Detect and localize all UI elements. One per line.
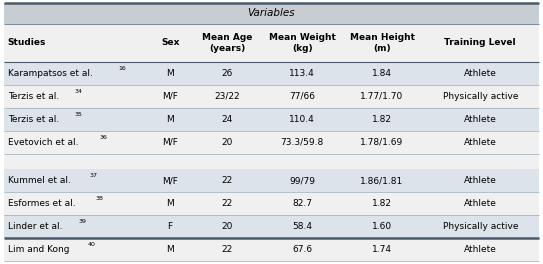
Text: 1.77/1.70: 1.77/1.70 (361, 92, 403, 101)
Text: 22: 22 (222, 199, 232, 208)
Text: 36: 36 (100, 135, 108, 140)
Text: M/F: M/F (162, 176, 178, 185)
Text: M: M (166, 115, 174, 124)
Text: 99/79: 99/79 (289, 176, 315, 185)
Text: 35: 35 (75, 112, 83, 117)
Text: 77/66: 77/66 (289, 92, 315, 101)
Text: 16: 16 (118, 66, 126, 71)
Text: 23/22: 23/22 (214, 92, 240, 101)
Text: 34: 34 (75, 89, 83, 94)
Text: 1.82: 1.82 (372, 115, 392, 124)
Text: Linder et al.: Linder et al. (8, 222, 62, 231)
Text: 26: 26 (222, 69, 232, 78)
Text: Lim and Kong: Lim and Kong (8, 245, 69, 254)
Bar (4, 62, 539, 85)
Bar (4, 238, 539, 261)
Text: Athlete: Athlete (464, 69, 497, 78)
Text: M: M (166, 69, 174, 78)
Text: Esformes et al.: Esformes et al. (8, 199, 75, 208)
Text: Studies: Studies (8, 38, 46, 48)
Text: 1.84: 1.84 (372, 69, 392, 78)
Text: Variables: Variables (248, 8, 295, 18)
Text: Athlete: Athlete (464, 245, 497, 254)
Text: 22: 22 (222, 176, 232, 185)
Text: Physically active: Physically active (443, 92, 518, 101)
Text: Terzis et al.: Terzis et al. (8, 115, 59, 124)
Text: 73.3/59.8: 73.3/59.8 (281, 138, 324, 147)
Text: 1.82: 1.82 (372, 199, 392, 208)
Bar (4, 85, 539, 108)
Text: M/F: M/F (162, 138, 178, 147)
Text: 1.60: 1.60 (372, 222, 392, 231)
Text: 82.7: 82.7 (292, 199, 312, 208)
Text: Mean Age
(years): Mean Age (years) (202, 33, 252, 53)
Text: 1.78/1.69: 1.78/1.69 (361, 138, 403, 147)
Text: Kummel et al.: Kummel et al. (8, 176, 71, 185)
Text: Mean Height
(m): Mean Height (m) (350, 33, 414, 53)
Text: Karampatsos et al.: Karampatsos et al. (8, 69, 92, 78)
Text: Physically active: Physically active (443, 222, 518, 231)
Text: Evetovich et al.: Evetovich et al. (8, 138, 78, 147)
Bar (4, 131, 539, 154)
Text: 1.86/1.81: 1.86/1.81 (361, 176, 403, 185)
Text: M/F: M/F (162, 92, 178, 101)
Text: Sex: Sex (161, 38, 179, 48)
Bar (4, 108, 539, 131)
Text: 20: 20 (222, 138, 232, 147)
Text: 24: 24 (222, 115, 232, 124)
Text: 110.4: 110.4 (289, 115, 315, 124)
Text: 1.74: 1.74 (372, 245, 392, 254)
Text: 38: 38 (96, 196, 104, 201)
Text: 39: 39 (79, 219, 87, 224)
Text: Terzis et al.: Terzis et al. (8, 92, 59, 101)
Text: 58.4: 58.4 (292, 222, 312, 231)
Bar (4, 3, 539, 24)
Text: Mean Weight
(kg): Mean Weight (kg) (269, 33, 336, 53)
Text: 20: 20 (222, 222, 232, 231)
Text: Athlete: Athlete (464, 138, 497, 147)
Bar (4, 24, 539, 62)
Text: 22: 22 (222, 245, 232, 254)
Text: M: M (166, 199, 174, 208)
Bar (4, 215, 539, 238)
Text: F: F (168, 222, 173, 231)
Text: Athlete: Athlete (464, 115, 497, 124)
Text: Athlete: Athlete (464, 199, 497, 208)
Text: 40: 40 (88, 242, 96, 247)
Bar (4, 192, 539, 215)
Text: M: M (166, 245, 174, 254)
Text: Athlete: Athlete (464, 176, 497, 185)
Text: 67.6: 67.6 (292, 245, 312, 254)
Text: 37: 37 (90, 173, 98, 178)
Text: 113.4: 113.4 (289, 69, 315, 78)
Bar (4, 154, 539, 169)
Text: Training Level: Training Level (445, 38, 516, 48)
Bar (4, 169, 539, 192)
